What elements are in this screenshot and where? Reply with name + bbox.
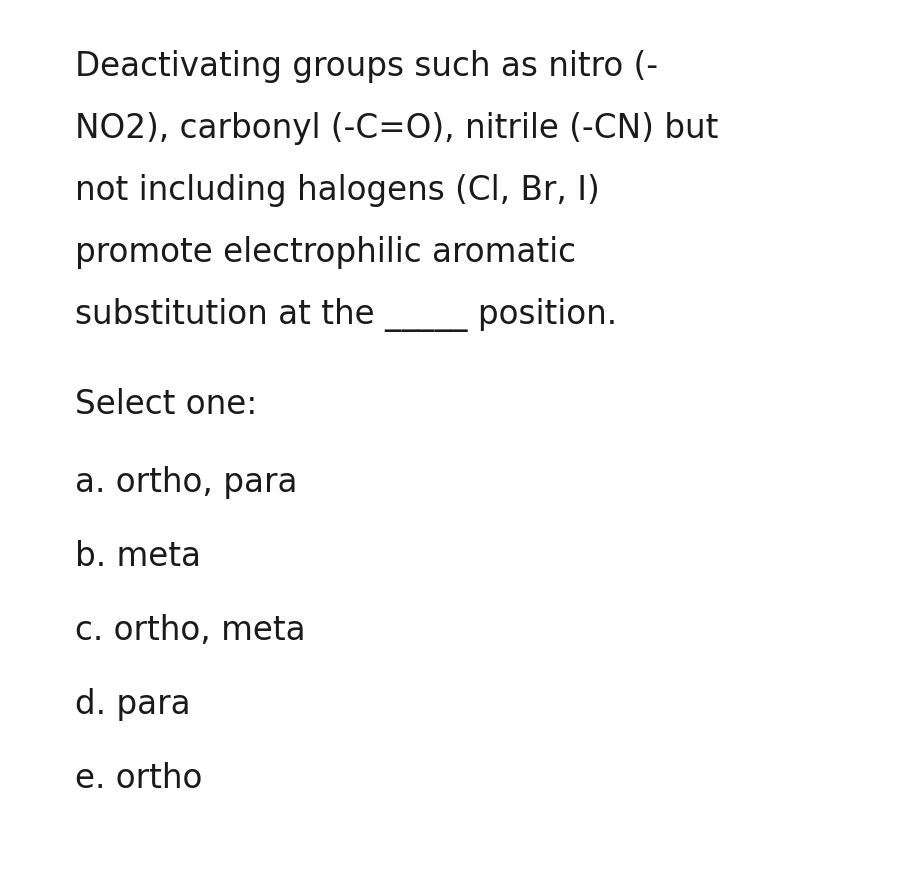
Text: e. ortho: e. ortho bbox=[75, 762, 202, 795]
Text: NO2), carbonyl (-C=O), nitrile (-CN) but: NO2), carbonyl (-C=O), nitrile (-CN) but bbox=[75, 112, 718, 145]
Text: substitution at the _____ position.: substitution at the _____ position. bbox=[75, 298, 617, 332]
Text: not including halogens (Cl, Br, I): not including halogens (Cl, Br, I) bbox=[75, 174, 600, 207]
Text: Deactivating groups such as nitro (-: Deactivating groups such as nitro (- bbox=[75, 50, 658, 83]
Text: b. meta: b. meta bbox=[75, 540, 201, 573]
Text: Select one:: Select one: bbox=[75, 388, 257, 421]
Text: c. ortho, meta: c. ortho, meta bbox=[75, 614, 305, 647]
Text: a. ortho, para: a. ortho, para bbox=[75, 466, 297, 499]
Text: d. para: d. para bbox=[75, 688, 191, 721]
Text: promote electrophilic aromatic: promote electrophilic aromatic bbox=[75, 236, 576, 269]
